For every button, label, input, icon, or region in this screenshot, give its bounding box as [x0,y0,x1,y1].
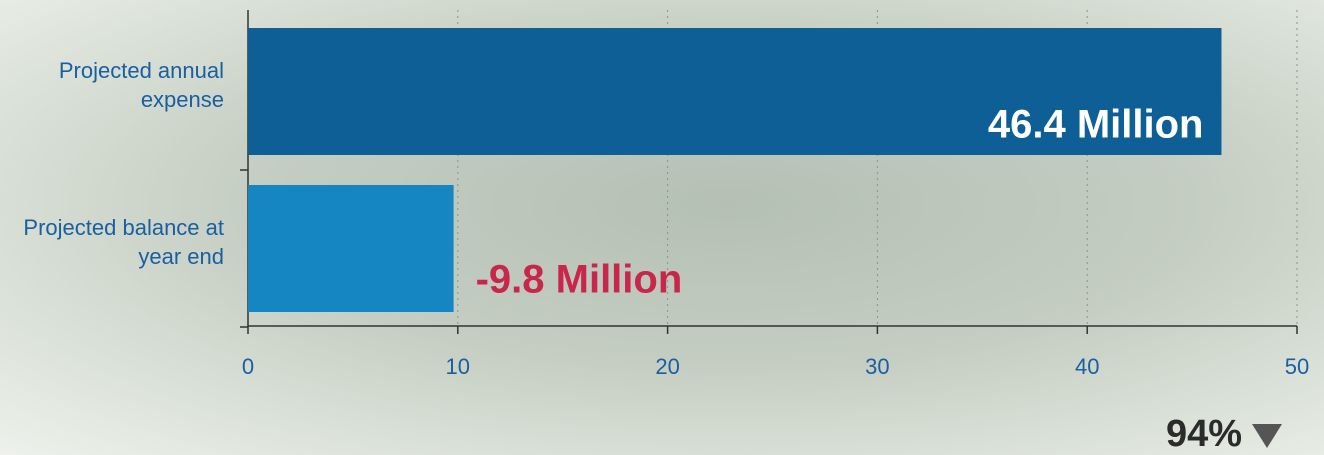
x-tick-label: 40 [1075,354,1099,379]
x-tick-label: 50 [1285,354,1309,379]
category-label: Projected balance at year end [23,214,224,269]
value-label: 46.4 Million [988,103,1204,147]
category-label: Projected annual expense [58,57,224,112]
bar [248,185,454,312]
x-tick-label: 10 [446,354,470,379]
x-tick-label: 30 [865,354,889,379]
x-tick-label: 0 [242,354,254,379]
value-label: -9.8 Million [476,258,683,302]
x-tick-label: 20 [655,354,679,379]
footer-value: 94% [1166,413,1242,455]
down-arrow [1252,424,1282,448]
bar [248,28,1222,155]
